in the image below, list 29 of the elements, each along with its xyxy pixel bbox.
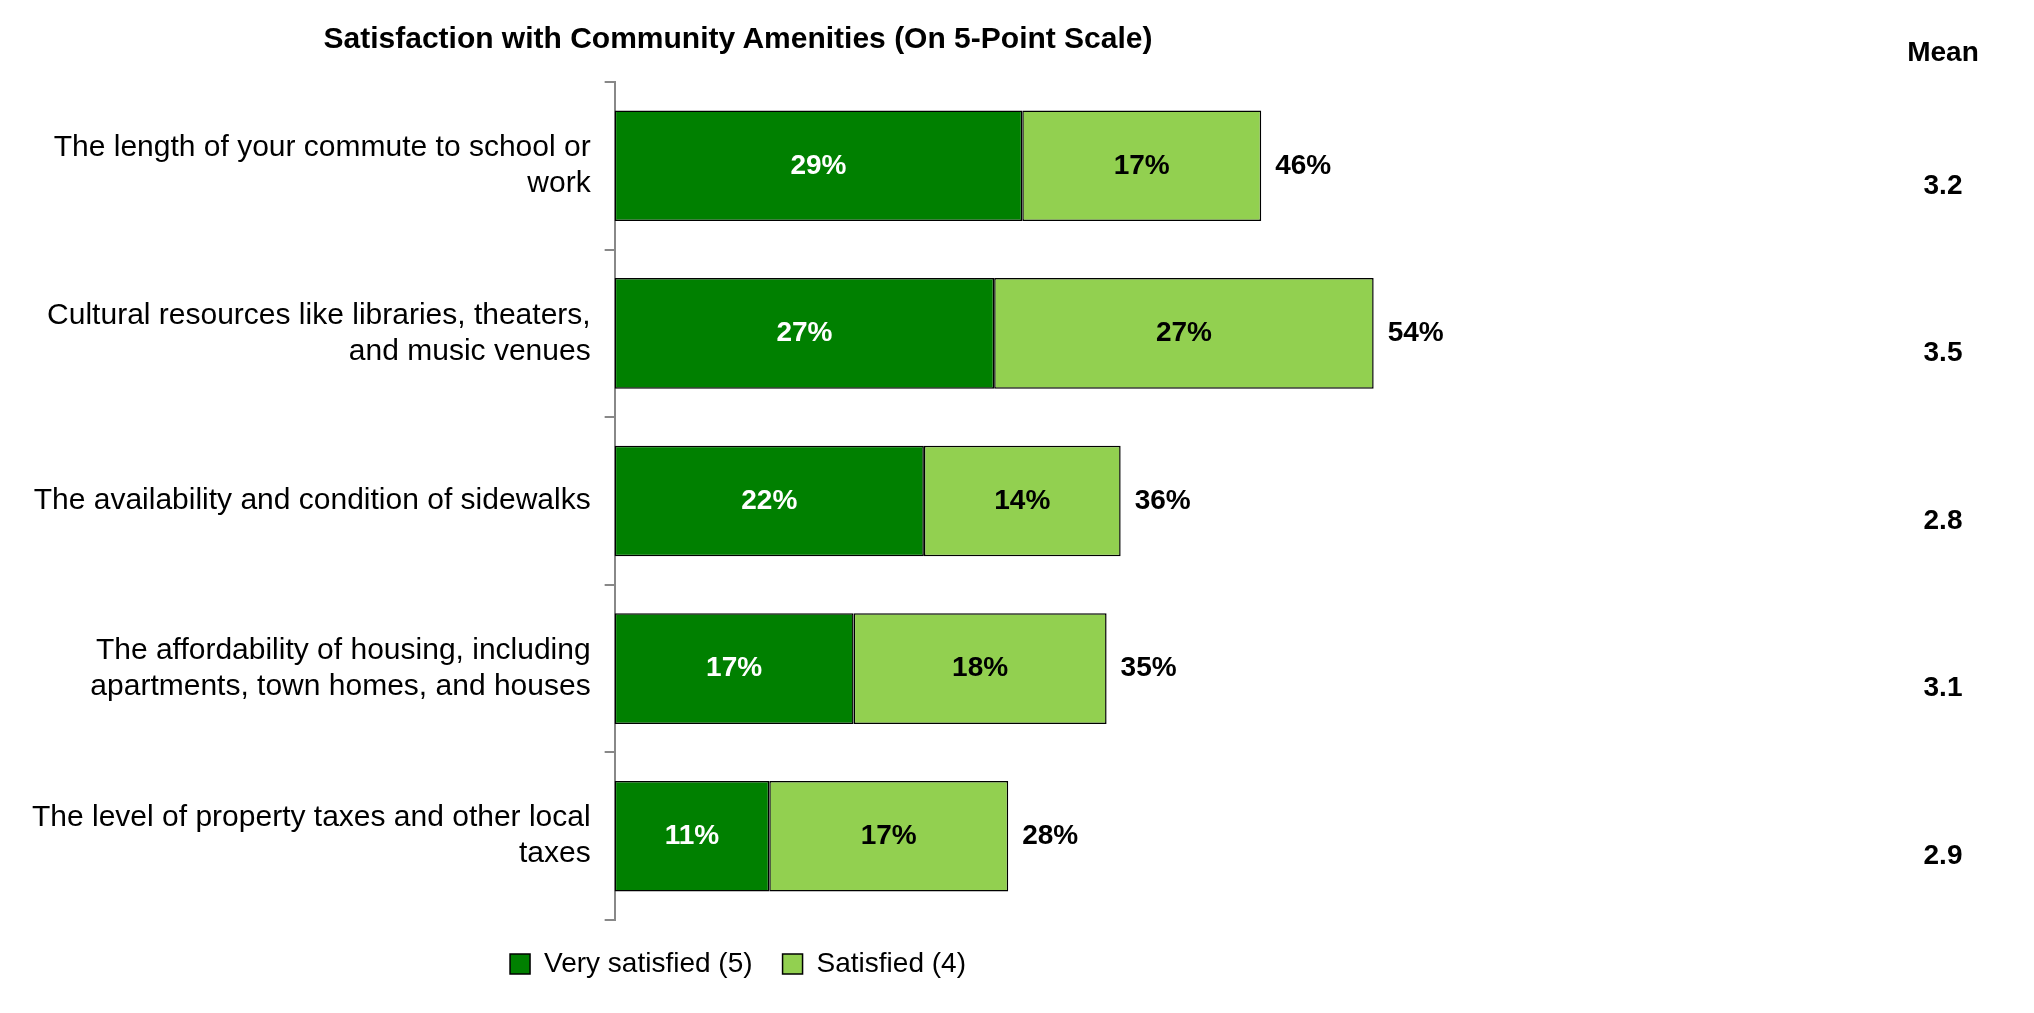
data-label: 11% [664, 818, 720, 850]
y-tick-label: The length of your commute to school or work [53, 129, 592, 199]
legend-label: Satisfied (4) [816, 946, 966, 978]
total-label: 36% [1134, 483, 1191, 515]
data-label: 17% [1113, 148, 1170, 180]
text: 2.9 [1923, 838, 1963, 870]
chart-title: Satisfaction with Community Amenities (On 5-Point Scale) [323, 21, 1153, 55]
text: 3.2 [1923, 168, 1963, 200]
data-label: 17% [706, 651, 763, 683]
data-label: 29% [790, 148, 847, 180]
legend-label: Very satisfied (5) [544, 946, 753, 978]
data-label: 22% [741, 483, 798, 515]
text: Mean [1907, 35, 1979, 67]
text: 3.1 [1923, 671, 1963, 703]
y-tick-label: The affordability of housing, including apartments, town homes, and houses [90, 631, 591, 701]
data-label: 17% [860, 818, 917, 850]
data-label: 18% [952, 651, 1009, 683]
text: 2.8 [1923, 503, 1963, 535]
data-label: 14% [994, 483, 1051, 515]
data-label: 27% [1155, 316, 1213, 348]
y-tick-label: The availability and condition of sidewalks [33, 482, 591, 516]
data-label: 27% [776, 316, 833, 348]
text: 3.5 [1923, 336, 1963, 368]
y-tick-label: The level of property taxes and other local taxes [31, 799, 591, 869]
y-tick-label: Cultural resources like libraries, theaters, and music venues [47, 296, 591, 366]
total-label: 46% [1275, 148, 1332, 180]
total-label: 54% [1387, 316, 1444, 348]
total-label: 35% [1120, 651, 1177, 683]
total-label: 28% [1022, 818, 1079, 850]
